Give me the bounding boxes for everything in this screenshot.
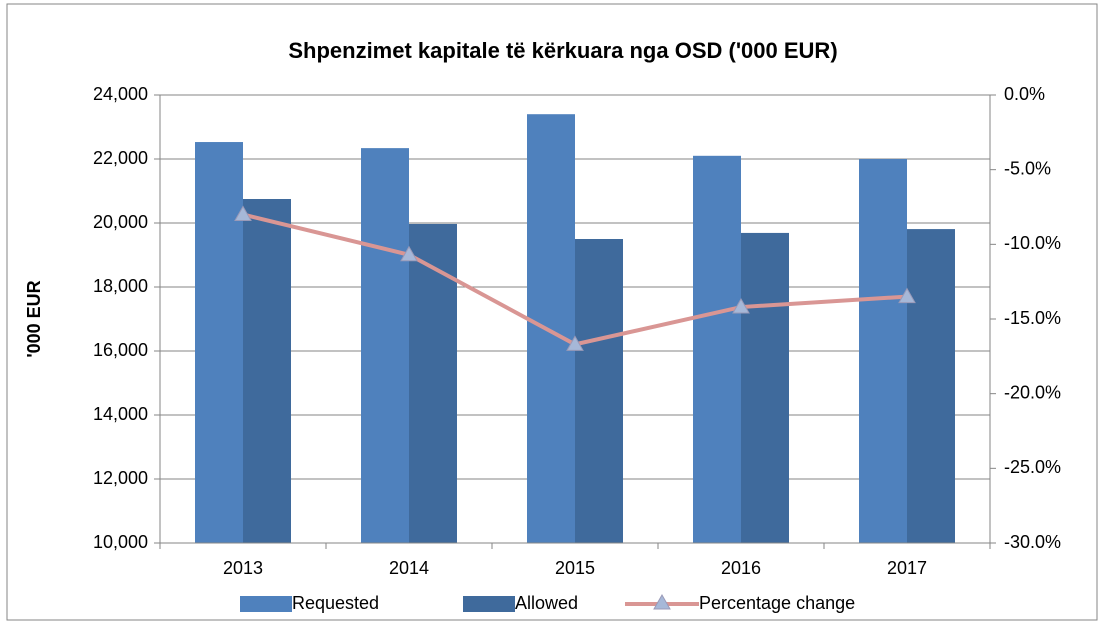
x-tick-label: 2015 [555,558,595,578]
y2-tick-label: 0.0% [1004,84,1045,104]
y2-tick-label: -20.0% [1004,382,1061,402]
legend-swatch [240,596,292,612]
y2-tick-label: -25.0% [1004,457,1061,477]
y2-tick-label: -30.0% [1004,532,1061,552]
y-tick-label: 22,000 [93,148,148,168]
legend-swatch [463,596,515,612]
marker [566,335,584,351]
bar [361,148,409,543]
x-tick-label: 2016 [721,558,761,578]
bar [907,229,955,543]
bar [741,232,789,544]
y-tick-label: 12,000 [93,468,148,488]
y-tick-label: 10,000 [93,532,148,552]
bar [409,223,457,543]
legend-label: Requested [292,593,379,613]
y-tick-label: 16,000 [93,340,148,360]
y2-tick-label: -5.0% [1004,158,1051,178]
y-tick-label: 14,000 [93,404,148,424]
x-tick-label: 2014 [389,558,429,578]
x-tick-label: 2017 [887,558,927,578]
x-tick-label: 2013 [223,558,263,578]
y-axis-title: '000 EUR [24,280,44,357]
y2-tick-label: -15.0% [1004,308,1061,328]
bar [195,142,243,544]
marker [732,298,750,314]
marker [234,205,252,221]
legend-label: Allowed [515,593,578,613]
bar [575,239,623,543]
legend-label: Percentage change [699,593,855,613]
chart-title: Shpenzimet kapitale të kërkuara nga OSD … [288,38,837,63]
y-tick-label: 20,000 [93,212,148,232]
y-tick-label: 18,000 [93,276,148,296]
y2-tick-label: -10.0% [1004,233,1061,253]
bar [243,199,291,543]
bar [693,155,741,544]
y-tick-label: 24,000 [93,84,148,104]
bar [527,114,575,543]
marker [898,287,916,304]
bar [859,159,907,543]
marker [400,245,418,262]
legend-marker [653,593,671,610]
